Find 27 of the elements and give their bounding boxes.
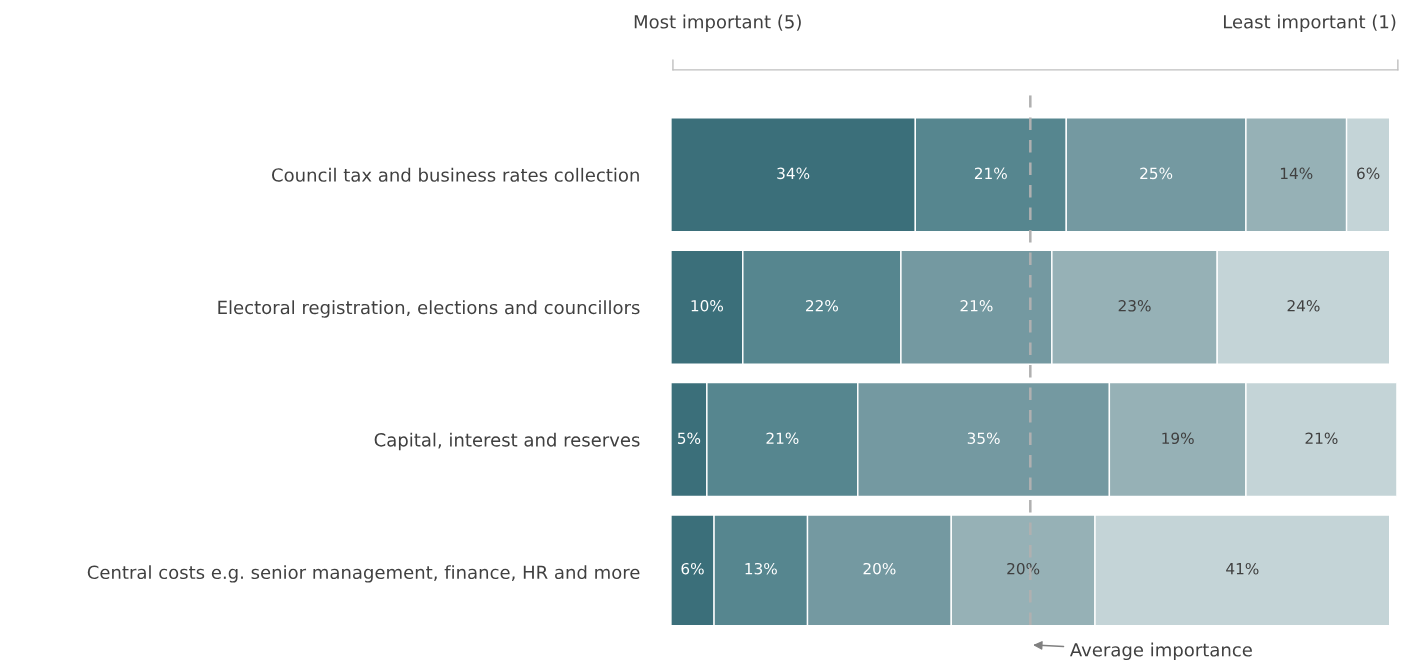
- data-label: 21%: [766, 432, 799, 444]
- data-label: 5%: [677, 432, 701, 444]
- data-label: 23%: [1118, 300, 1151, 312]
- data-label: 6%: [1357, 167, 1380, 180]
- data-label: 21%: [974, 167, 1007, 180]
- data-label: 10%: [691, 300, 724, 312]
- text: Most important (5): [634, 14, 801, 33]
- y-tick-label: Council tax and business rates collection: [272, 167, 639, 182]
- data-label: 19%: [1162, 432, 1194, 444]
- data-label: 20%: [863, 562, 896, 575]
- data-label: 22%: [806, 300, 839, 312]
- data-label: 13%: [745, 562, 777, 575]
- data-label: 21%: [1305, 432, 1338, 444]
- data-label: 35%: [967, 432, 1000, 444]
- data-label: 20%: [1007, 562, 1040, 575]
- data-label: 6%: [681, 562, 704, 575]
- data-label: 24%: [1287, 300, 1320, 312]
- y-tick-label: Central costs e.g. senior management, finance, HR and more: [87, 565, 640, 583]
- y-tick-label: Capital, interest and reserves: [374, 432, 640, 451]
- data-label: 25%: [1140, 167, 1173, 180]
- y-tick-label: Electoral registration, elections and councillors: [218, 300, 640, 318]
- data-label: 34%: [777, 167, 810, 180]
- data-label: 21%: [960, 300, 993, 312]
- ref-line-label: Average importance: [1069, 642, 1252, 661]
- data-label: 14%: [1280, 167, 1313, 180]
- data-label: 41%: [1226, 562, 1259, 575]
- text: Least important (1): [1223, 14, 1396, 33]
